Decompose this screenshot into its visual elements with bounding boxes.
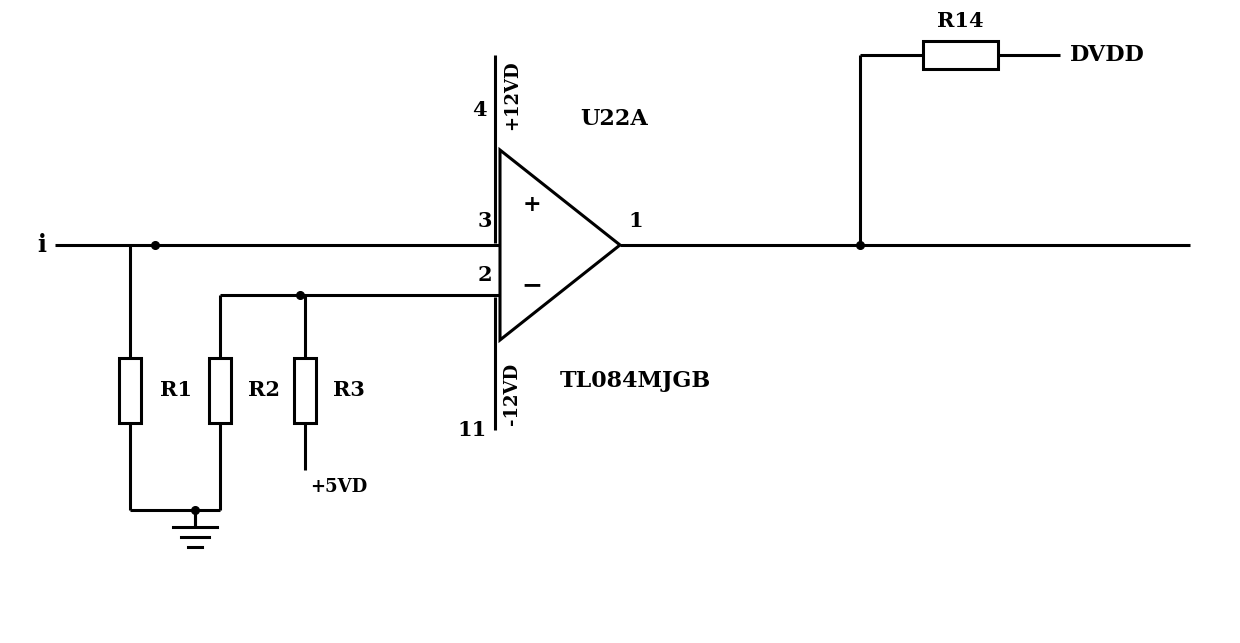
Text: −: − <box>522 273 543 297</box>
Text: +5VD: +5VD <box>310 478 367 496</box>
Text: 1: 1 <box>627 211 642 231</box>
Text: +: + <box>523 194 542 216</box>
Text: 3: 3 <box>477 211 492 231</box>
Text: 4: 4 <box>472 100 487 120</box>
Bar <box>923 41 997 69</box>
Bar <box>210 358 231 422</box>
Text: R1: R1 <box>160 380 192 400</box>
Text: R14: R14 <box>936 11 983 31</box>
Text: R3: R3 <box>334 380 365 400</box>
Text: -12VD: -12VD <box>503 363 521 425</box>
Text: TL084MJGB: TL084MJGB <box>560 370 712 392</box>
Text: DVDD: DVDD <box>1070 44 1145 66</box>
Bar <box>119 358 141 422</box>
Text: +12VD: +12VD <box>503 60 521 130</box>
Text: R2: R2 <box>248 380 280 400</box>
Text: i: i <box>37 233 46 257</box>
Text: U22A: U22A <box>580 108 647 130</box>
Bar <box>294 358 316 422</box>
Text: 11: 11 <box>458 420 487 440</box>
Text: 2: 2 <box>477 265 492 285</box>
